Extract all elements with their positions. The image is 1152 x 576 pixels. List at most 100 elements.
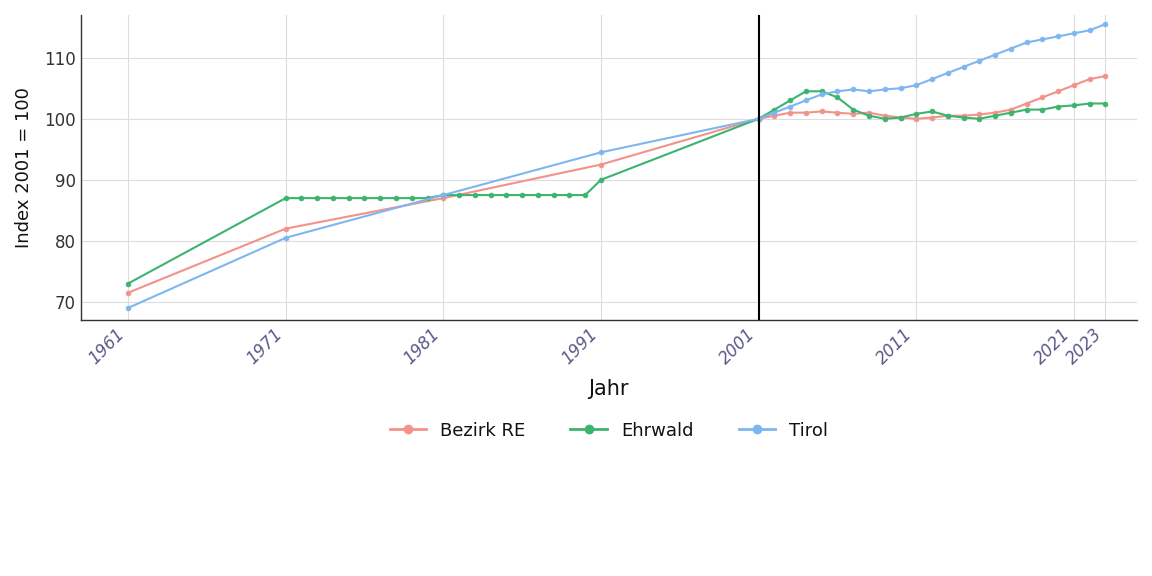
Ehrwald <box>500 192 514 199</box>
Ehrwald <box>373 195 387 202</box>
Ehrwald <box>1099 100 1113 107</box>
Ehrwald <box>389 195 403 202</box>
Tirol <box>1052 33 1066 40</box>
Bezirk RE <box>121 289 135 296</box>
Ehrwald <box>972 115 986 122</box>
Bezirk RE <box>1083 75 1097 82</box>
Ehrwald <box>1020 106 1033 113</box>
Tirol <box>121 305 135 312</box>
Ehrwald <box>1036 106 1049 113</box>
Ehrwald <box>547 192 561 199</box>
Tirol <box>909 82 923 89</box>
Bezirk RE <box>752 115 766 122</box>
Bezirk RE <box>925 114 939 121</box>
Tirol <box>1036 36 1049 43</box>
Ehrwald <box>847 106 861 113</box>
Bezirk RE <box>1052 88 1066 95</box>
Ehrwald <box>357 195 371 202</box>
Bezirk RE <box>799 109 813 116</box>
Tirol <box>767 109 781 116</box>
Ehrwald <box>562 192 576 199</box>
Tirol <box>862 88 876 95</box>
Tirol <box>1083 27 1097 34</box>
Ehrwald <box>531 192 545 199</box>
Tirol <box>847 86 861 93</box>
Ehrwald <box>831 94 844 101</box>
Ehrwald <box>578 192 592 199</box>
Tirol <box>1020 39 1033 46</box>
Tirol <box>279 234 293 241</box>
Ehrwald <box>295 195 309 202</box>
Tirol <box>594 149 608 156</box>
Line: Ehrwald: Ehrwald <box>126 89 1108 286</box>
Tirol <box>831 88 844 95</box>
Ehrwald <box>1003 109 1017 116</box>
Tirol <box>437 192 450 199</box>
Bezirk RE <box>847 111 861 118</box>
Ehrwald <box>878 115 892 122</box>
Tirol <box>894 85 908 92</box>
X-axis label: Jahr: Jahr <box>589 379 629 399</box>
Ehrwald <box>1052 103 1066 110</box>
Tirol <box>1067 30 1081 37</box>
Ehrwald <box>894 114 908 121</box>
Tirol <box>878 86 892 93</box>
Tirol <box>941 70 955 77</box>
Ehrwald <box>326 195 340 202</box>
Bezirk RE <box>783 109 797 116</box>
Ehrwald <box>799 88 813 95</box>
Bezirk RE <box>1003 106 1017 113</box>
Legend: Bezirk RE, Ehrwald, Tirol: Bezirk RE, Ehrwald, Tirol <box>382 415 835 448</box>
Bezirk RE <box>1036 94 1049 101</box>
Tirol <box>1003 45 1017 52</box>
Ehrwald <box>814 88 828 95</box>
Ehrwald <box>1067 102 1081 109</box>
Ehrwald <box>484 192 498 199</box>
Bezirk RE <box>814 108 828 115</box>
Tirol <box>972 58 986 65</box>
Ehrwald <box>310 195 324 202</box>
Bezirk RE <box>972 111 986 118</box>
Bezirk RE <box>956 112 970 119</box>
Bezirk RE <box>279 225 293 232</box>
Tirol <box>1099 21 1113 28</box>
Ehrwald <box>468 192 482 199</box>
Ehrwald <box>437 192 450 199</box>
Ehrwald <box>767 106 781 113</box>
Ehrwald <box>121 280 135 287</box>
Bezirk RE <box>941 112 955 119</box>
Ehrwald <box>752 115 766 122</box>
Ehrwald <box>594 176 608 183</box>
Ehrwald <box>404 195 418 202</box>
Ehrwald <box>925 108 939 115</box>
Ehrwald <box>862 112 876 119</box>
Tirol <box>988 51 1002 58</box>
Bezirk RE <box>1099 73 1113 79</box>
Ehrwald <box>956 114 970 121</box>
Bezirk RE <box>862 109 876 116</box>
Tirol <box>925 75 939 82</box>
Tirol <box>783 103 797 110</box>
Line: Bezirk RE: Bezirk RE <box>126 74 1108 295</box>
Bezirk RE <box>767 112 781 119</box>
Bezirk RE <box>831 109 844 116</box>
Bezirk RE <box>437 195 450 202</box>
Ehrwald <box>279 195 293 202</box>
Ehrwald <box>420 195 434 202</box>
Line: Tirol: Tirol <box>126 22 1108 310</box>
Ehrwald <box>342 195 356 202</box>
Ehrwald <box>988 112 1002 119</box>
Bezirk RE <box>988 109 1002 116</box>
Ehrwald <box>515 192 529 199</box>
Ehrwald <box>453 192 467 199</box>
Bezirk RE <box>894 114 908 121</box>
Ehrwald <box>941 112 955 119</box>
Tirol <box>956 63 970 70</box>
Bezirk RE <box>594 161 608 168</box>
Tirol <box>752 115 766 122</box>
Tirol <box>799 97 813 104</box>
Bezirk RE <box>1020 100 1033 107</box>
Tirol <box>814 91 828 98</box>
Bezirk RE <box>1067 82 1081 89</box>
Bezirk RE <box>909 115 923 122</box>
